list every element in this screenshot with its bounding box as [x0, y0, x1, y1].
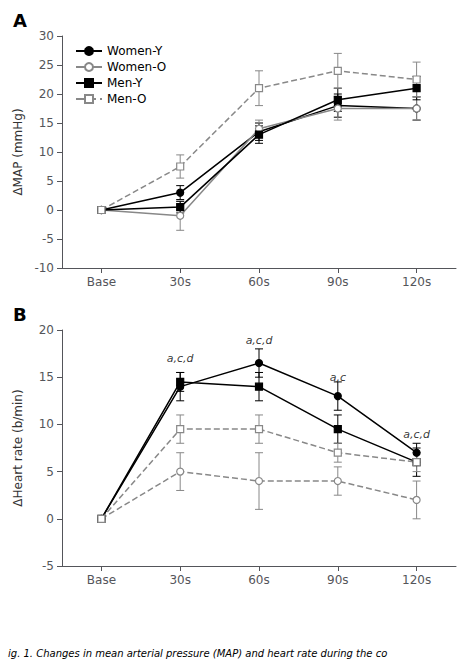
svg-text:Women-O: Women-O	[107, 60, 166, 74]
svg-text:60s: 60s	[248, 573, 270, 587]
svg-text:ΔMAP (mmHg): ΔMAP (mmHg)	[11, 108, 25, 195]
svg-text:120s: 120s	[402, 275, 431, 289]
svg-text:Base: Base	[87, 275, 116, 289]
svg-text:5: 5	[46, 174, 54, 188]
svg-text:30s: 30s	[169, 573, 191, 587]
svg-text:10: 10	[39, 417, 54, 431]
svg-text:25: 25	[39, 58, 54, 72]
svg-text:Women-Y: Women-Y	[107, 44, 163, 58]
svg-text:0: 0	[46, 512, 54, 526]
svg-text:A: A	[13, 10, 27, 31]
svg-text:0: 0	[46, 203, 54, 217]
svg-text:30s: 30s	[169, 275, 191, 289]
svg-text:120s: 120s	[402, 573, 431, 587]
svg-text:60s: 60s	[248, 275, 270, 289]
svg-text:15: 15	[39, 116, 54, 130]
svg-text:B: B	[13, 304, 27, 325]
svg-text:90s: 90s	[327, 573, 349, 587]
svg-text:ΔHeart rate (b/min): ΔHeart rate (b/min)	[11, 389, 25, 506]
svg-text:5: 5	[46, 465, 54, 479]
svg-text:30: 30	[39, 29, 54, 43]
svg-text:10: 10	[39, 145, 54, 159]
svg-text:20: 20	[39, 87, 54, 101]
svg-text:15: 15	[39, 370, 54, 384]
svg-text:20: 20	[39, 323, 54, 337]
svg-text:ig. 1. Changes in mean arteria: ig. 1. Changes in mean arterial pressure…	[8, 648, 387, 659]
svg-text:-10: -10	[34, 261, 54, 275]
svg-text:a,c,d: a,c,d	[246, 334, 274, 347]
svg-text:Men-Y: Men-Y	[107, 76, 143, 90]
svg-text:-5: -5	[42, 559, 54, 573]
svg-text:a,c: a,c	[330, 371, 346, 384]
svg-text:Men-O: Men-O	[107, 92, 146, 106]
svg-text:-5: -5	[42, 232, 54, 246]
svg-text:a,c,d: a,c,d	[403, 428, 431, 441]
svg-text:a,c,d: a,c,d	[167, 352, 195, 365]
svg-text:90s: 90s	[327, 275, 349, 289]
svg-text:Base: Base	[87, 573, 116, 587]
